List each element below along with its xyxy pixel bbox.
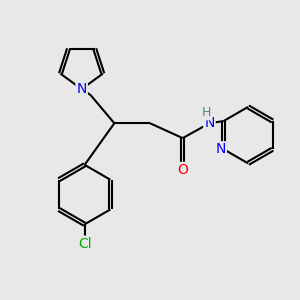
Text: O: O (177, 163, 188, 177)
Text: N: N (76, 82, 87, 96)
Text: N: N (215, 142, 226, 156)
Text: N: N (204, 116, 214, 130)
Text: Cl: Cl (78, 237, 92, 250)
Text: H: H (202, 106, 211, 119)
